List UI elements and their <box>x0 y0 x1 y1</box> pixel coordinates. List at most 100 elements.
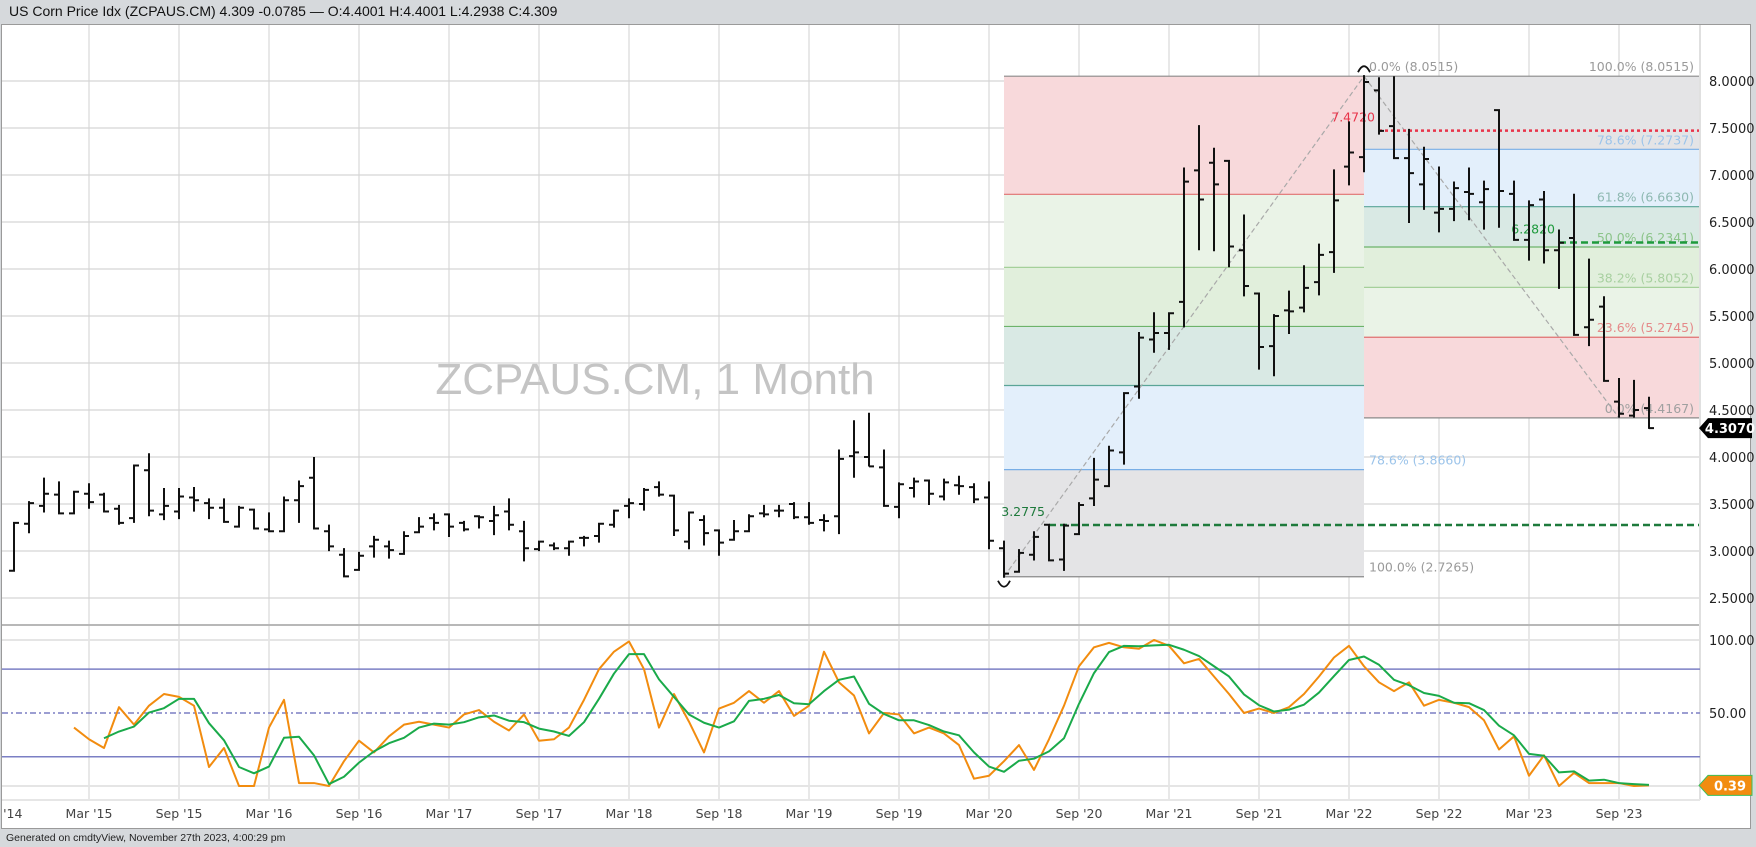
footer-generated-note: Generated on cmdtyView, November 27th 20… <box>6 832 286 844</box>
fib-zone <box>1004 385 1364 470</box>
last-price-tag-text: 4.3070 <box>1705 422 1755 437</box>
ohlc-bar <box>729 519 739 541</box>
fib-zone <box>1004 469 1364 577</box>
level-label: 3.2775 <box>1001 504 1045 519</box>
ohlc-bar <box>564 540 574 556</box>
date-axis-label: Mar '18 <box>606 806 653 821</box>
ohlc-bar <box>864 412 874 468</box>
date-axis-label: Mar '16 <box>246 806 293 821</box>
ohlc-bar <box>339 548 349 578</box>
ohlc-bar <box>429 513 439 531</box>
ohlc-bar <box>519 520 529 562</box>
ohlc-bar <box>189 487 199 512</box>
swing-markers <box>997 65 1371 588</box>
price-axis-label: 2.5000 <box>1709 592 1755 607</box>
ohlc-bar <box>669 494 679 537</box>
ohlc-bar <box>954 475 964 495</box>
fib-level-label: 38.2% (5.8052) <box>1597 270 1694 285</box>
window-title: US Corn Price Idx (ZCPAUS.CM) 4.309 -0.0… <box>9 3 558 19</box>
ohlc-bar <box>69 490 79 515</box>
fib-level-label: 23.6% (5.2745) <box>1597 320 1694 335</box>
ohlc-bar <box>774 504 784 518</box>
stoch-d-line <box>103 643 1650 786</box>
fib-level-label: 61.8% (6.6630) <box>1597 190 1694 205</box>
ohlc-bar <box>1644 396 1654 430</box>
ohlc-bar <box>1254 292 1264 370</box>
trendline[interactable] <box>1363 75 1620 419</box>
date-axis-label: Sep '21 <box>1236 806 1283 821</box>
ohlc-bar <box>1269 314 1279 377</box>
ohlc-bar <box>384 540 394 559</box>
stoch-axis-label: 50.00 <box>1709 707 1746 722</box>
ohlc-bar <box>759 504 769 518</box>
ohlc-bar <box>639 487 649 511</box>
ohlc-bar <box>24 501 34 534</box>
ohlc-bar <box>1149 312 1159 353</box>
ohlc-bar <box>249 508 259 530</box>
fib-level-label: 78.6% (3.8660) <box>1369 453 1466 468</box>
date-axis-label: Sep '20 <box>1056 806 1103 821</box>
ohlc-bar <box>579 535 589 547</box>
ohlc-bar <box>1119 392 1129 465</box>
ohlc-bar <box>1029 531 1039 561</box>
last-stoch-tag-bg <box>1698 774 1753 796</box>
ohlc-bar <box>624 498 634 519</box>
stochastic-pane <box>2 638 1700 787</box>
ohlc-bar <box>1239 214 1249 297</box>
date-axis-label: Sep '23 <box>1596 806 1643 821</box>
ohlc-bar <box>1419 146 1429 210</box>
ohlc-bar <box>594 522 604 543</box>
price-axis-label: 3.0000 <box>1709 545 1755 560</box>
ohlc-bar <box>714 529 724 556</box>
ohlc-bar <box>819 514 829 532</box>
ohlc-bar <box>144 453 154 517</box>
ohlc-bar <box>129 464 139 523</box>
ohlc-bar <box>1329 169 1339 273</box>
ohlc-bar <box>654 481 664 497</box>
date-axis-label: Sep '19 <box>876 806 923 821</box>
ohlc-bar <box>39 477 49 513</box>
ohlc-bar <box>1629 379 1639 418</box>
ohlc-bar <box>609 509 619 528</box>
ohlc-bar <box>1539 190 1549 264</box>
watermark: ZCPAUS.CM, 1 Month <box>435 355 874 404</box>
ohlc-bar <box>234 505 244 528</box>
fib-level-label: 50.0% (6.2341) <box>1597 230 1694 245</box>
ohlc-bar <box>1164 312 1174 350</box>
price-axis-label: 5.5000 <box>1709 310 1755 325</box>
ohlc-bar <box>744 514 754 533</box>
date-axis-label: Sep '16 <box>336 806 383 821</box>
ohlc-bar <box>279 496 289 533</box>
fib-level-label: 0.0% (8.0515) <box>1369 59 1458 74</box>
ohlc-bar <box>1374 77 1384 135</box>
price-bars <box>9 75 1654 578</box>
ohlc-bar <box>1224 159 1234 268</box>
ohlc-bar <box>1014 549 1024 573</box>
ohlc-bar <box>1479 180 1489 230</box>
ohlc-bar <box>699 515 709 546</box>
ohlc-bar <box>999 540 1009 578</box>
ohlc-bar <box>204 498 214 520</box>
fib-zone <box>1364 206 1700 248</box>
fib-zone <box>1364 149 1700 207</box>
ohlc-bar <box>909 477 919 498</box>
ohlc-bar <box>1194 125 1204 251</box>
ohlc-bar <box>1074 502 1084 536</box>
ohlc-bar <box>444 513 454 537</box>
swing-high-marker <box>1357 65 1371 73</box>
ohlc-bar <box>1089 457 1099 506</box>
ohlc-bar <box>1569 193 1579 336</box>
last-stoch-tag: 0.39 <box>1698 774 1753 796</box>
price-axis-label: 7.5000 <box>1709 122 1755 137</box>
price-axis-label: 3.5000 <box>1709 498 1755 513</box>
date-axis-label: Mar '23 <box>1506 806 1553 821</box>
date-axis-label: Sep '15 <box>156 806 203 821</box>
date-axis-label: Sep '17 <box>516 806 563 821</box>
ohlc-bar <box>939 478 949 501</box>
ohlc-bar <box>894 482 904 519</box>
ohlc-bar <box>414 517 424 534</box>
date-axis-label: Sep '14 <box>0 806 22 821</box>
ohlc-bar <box>114 504 124 525</box>
ohlc-bar <box>1044 523 1054 562</box>
